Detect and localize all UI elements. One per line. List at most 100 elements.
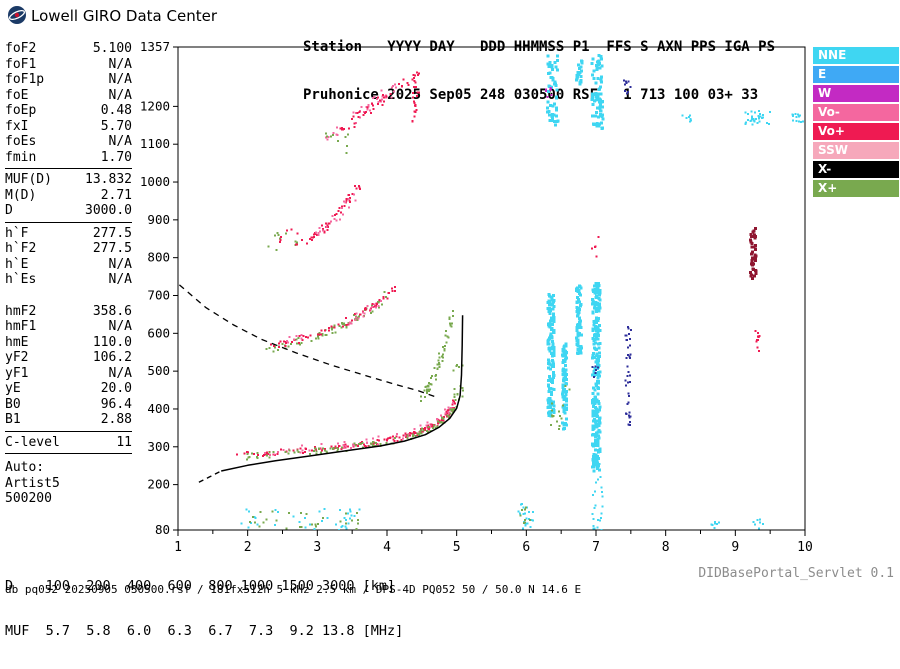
param-value: 5.70	[100, 118, 132, 134]
echo-cluster-cyan-bottom-87	[710, 520, 720, 529]
param-value: 277.5	[92, 241, 132, 256]
echo-cluster-green-bottom-6	[519, 506, 531, 524]
echo-cluster-navy-strip-745	[624, 325, 632, 426]
echo-cluster-hop3-red	[305, 185, 361, 245]
y-tick-label: 600	[147, 325, 170, 340]
legend-item-w: W	[813, 85, 899, 102]
echo-cluster-red-specks-70	[591, 236, 600, 258]
echo-cluster-cyan-strip-675	[575, 284, 583, 355]
param-row-hme: hmE 110.0	[5, 335, 132, 351]
param-value: 277.5	[92, 225, 132, 241]
echo-cluster-hop2-green	[265, 290, 387, 353]
echo-cluster-cyan-row-99	[791, 113, 804, 124]
param-label: foF1	[5, 56, 37, 72]
y-tick-label: 1100	[140, 136, 170, 151]
param-row-b1: B1 2.88	[5, 412, 132, 428]
param-label: foEp	[5, 103, 37, 118]
echo-cluster-green-bottom-left	[248, 510, 360, 530]
auto-label: Auto:	[5, 460, 45, 475]
param-row-he: h`E N/A	[5, 257, 132, 273]
measurement-status-line: db pq052 20250905 030500.rsf / 181fx512h…	[5, 583, 582, 596]
param-label: foF1p	[5, 72, 45, 87]
param-value: 106.2	[92, 350, 132, 365]
x-tick-label: 5	[453, 540, 461, 555]
echo-cluster-red-93	[754, 330, 761, 352]
param-row-fof1: foF1 N/A	[5, 57, 132, 73]
echo-cluster-hop4-red-strip	[411, 71, 420, 123]
param-row-clevel: C-level 11	[5, 435, 132, 451]
param-label: C-level	[5, 434, 60, 450]
param-label: yF1	[5, 365, 29, 381]
param-row-fof1p: foF1p N/A	[5, 72, 132, 88]
echo-cluster-hop4-pink	[324, 83, 398, 141]
param-value: 20.0	[100, 381, 132, 396]
didbase-portal-page: Lowell GIRO Data Center Station YYYY DAY…	[5, 5, 899, 639]
legend-item-ssw: SSW	[813, 142, 899, 159]
param-row-fxi: fxI 5.70	[5, 119, 132, 135]
echo-cluster-hop4-green	[325, 132, 350, 155]
param-value: N/A	[108, 365, 132, 381]
param-row-d: D 3000.0	[5, 203, 132, 219]
param-row-hes: h`Es N/A	[5, 272, 132, 288]
echo-cluster-cyan-row-83	[681, 114, 693, 123]
param-row-hf2: h`F2 277.5	[5, 241, 132, 257]
param-value: 13.832	[85, 172, 132, 187]
echo-direction-legend: NNE E W Vo- Vo+ SSW X- X+	[813, 47, 899, 199]
site-title: Lowell GIRO Data Center	[31, 7, 217, 25]
transmission-curve-dashed	[178, 284, 437, 398]
echo-cluster-magenta-top-63	[544, 87, 553, 98]
logo-globe-icon	[8, 6, 26, 24]
station-header: Station YYYY DAY DDD HHMMSS P1 FFS S AXN…	[303, 7, 775, 135]
param-label: h`E	[5, 256, 29, 272]
auto-program: Artist5	[5, 475, 60, 491]
param-label: fmin	[5, 149, 37, 165]
echo-cluster-hop3-pink	[314, 193, 357, 236]
echo-cluster-cyan-top-635	[546, 54, 560, 127]
autoscaling-block: Auto: Artist5 500200	[5, 460, 132, 507]
echo-points	[235, 54, 804, 530]
param-value: 358.6	[92, 303, 132, 319]
x-tick-label: 4	[383, 540, 391, 555]
param-label: D	[5, 203, 13, 218]
parameter-rows: foF2 5.100 foF1 N/A foF1p N/A foE N/A foEp 0.48 fx…	[5, 41, 132, 454]
echo-cluster-hop4-red	[339, 78, 410, 131]
param-value: N/A	[108, 134, 132, 149]
y-axis: 1357 1200 1100 1000 900 800 700 600 500 400 300 200…	[140, 40, 178, 537]
y-tick-label: 1357	[140, 40, 170, 54]
param-row-foe: foE N/A	[5, 88, 132, 104]
echo-cluster-cyan-row-93	[744, 110, 771, 126]
lowell-giro-logo-icon	[7, 5, 27, 25]
echo-cluster-cyan-bottom-7	[591, 459, 604, 530]
echo-cluster-cyan-bottom-left	[240, 508, 361, 530]
x-axis: 1 2 3 4 5 6 7 8 9 10	[174, 530, 813, 555]
param-value: 96.4	[100, 396, 132, 412]
param-row-foep: foEp 0.48	[5, 103, 132, 119]
param-row-yf1: yF1 N/A	[5, 366, 132, 382]
param-row-hmf1: hmF1 N/A	[5, 319, 132, 335]
y-tick-label: 300	[147, 439, 170, 454]
param-row-hf: h`F 277.5	[5, 226, 132, 242]
param-value: 3000.0	[85, 203, 132, 218]
param-value: 11	[116, 434, 132, 450]
y-tick-label: 1000	[140, 174, 170, 189]
x-tick-label: 6	[522, 540, 530, 555]
param-value: N/A	[108, 56, 132, 72]
legend-item-x: X+	[813, 180, 899, 197]
param-row-hmf2: hmF2 358.6	[5, 304, 132, 320]
param-value: 2.88	[100, 412, 132, 427]
param-value: 0.48	[100, 103, 132, 118]
param-row-mufd: MUF(D) 13.832	[5, 172, 132, 188]
param-value: N/A	[108, 72, 132, 87]
ionogram-chart: 1357120011001000900800700600500400300200…	[140, 40, 813, 555]
echo-cluster-f-trace-red	[235, 399, 457, 457]
echo-cluster-cyan-strip-635	[546, 293, 556, 418]
param-row-fmin: fmin 1.70	[5, 150, 132, 166]
legend-item-vo: Vo-	[813, 104, 899, 121]
param-row-ye: yE 20.0	[5, 381, 132, 397]
muf-distance-table: D 100 200 400 600 800 1000 1500 3000 [km…	[5, 549, 403, 669]
param-label: h`Es	[5, 272, 37, 287]
param-label: h`F	[5, 225, 29, 241]
echo-cluster-mid-sparse-red	[278, 228, 303, 246]
echo-cluster-hop2-red	[270, 286, 397, 348]
echo-cluster-cyan-strip-655	[561, 342, 569, 431]
